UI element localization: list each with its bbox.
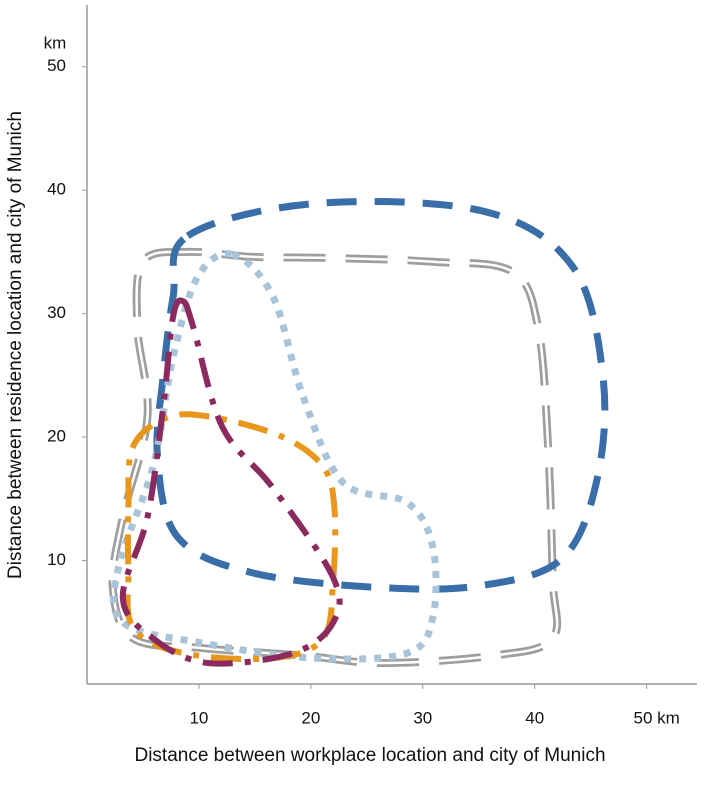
y-tick-label: 30 (47, 303, 66, 322)
curve (119, 297, 343, 667)
y-unit: km (44, 33, 67, 52)
x-tick-label: 20 (301, 708, 320, 727)
x-tick-label: 30 (413, 708, 432, 727)
y-tick-label: 20 (47, 427, 66, 446)
x-tick-label: 40 (525, 708, 544, 727)
x-axis-title: Distance between workplace location and … (134, 745, 605, 766)
curve (109, 250, 440, 663)
y-tick-label: 40 (47, 180, 66, 199)
curve-gap (111, 250, 559, 665)
y-tick-label: 10 (47, 550, 66, 569)
x-tick-label: 50 km (633, 708, 679, 727)
x-tick-label: 10 (189, 708, 208, 727)
curve (108, 247, 562, 668)
y-tick-label: 50 (47, 56, 66, 75)
curve (124, 411, 339, 663)
y-axis-title: Distance between residence location and … (5, 111, 26, 579)
